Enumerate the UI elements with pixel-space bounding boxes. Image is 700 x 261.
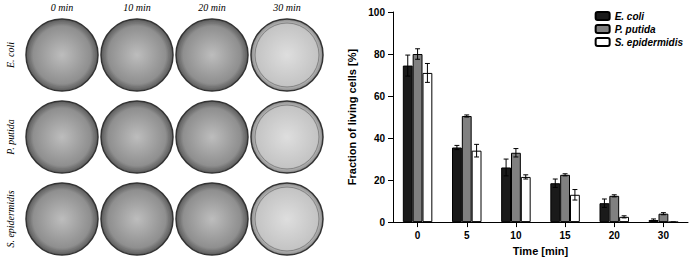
svg-text:5: 5 (464, 230, 470, 241)
svg-text:Time [min]: Time [min] (513, 245, 569, 257)
svg-text:0: 0 (379, 217, 385, 228)
svg-text:30: 30 (658, 230, 670, 241)
svg-text:20 min: 20 min (198, 2, 226, 13)
svg-text:100: 100 (368, 7, 385, 18)
svg-text:0: 0 (415, 230, 421, 241)
svg-text:S. epidermidis: S. epidermidis (5, 190, 16, 247)
svg-text:E. coli: E. coli (5, 42, 16, 69)
svg-text:E. coli: E. coli (615, 11, 645, 22)
svg-text:20: 20 (374, 175, 386, 186)
svg-text:20: 20 (609, 230, 621, 241)
svg-text:P. putida: P. putida (5, 119, 16, 155)
svg-text:S. epidermidis: S. epidermidis (615, 37, 684, 48)
svg-text:P. putida: P. putida (615, 24, 656, 35)
svg-text:0 min: 0 min (51, 2, 74, 13)
svg-text:15: 15 (560, 230, 572, 241)
svg-text:10 min: 10 min (123, 2, 151, 13)
svg-text:30 min: 30 min (272, 2, 301, 13)
svg-text:80: 80 (374, 49, 386, 60)
svg-text:60: 60 (374, 91, 386, 102)
svg-text:40: 40 (374, 133, 386, 144)
svg-text:Fraction of living cells [%]: Fraction of living cells [%] (346, 49, 358, 186)
svg-text:10: 10 (510, 230, 522, 241)
